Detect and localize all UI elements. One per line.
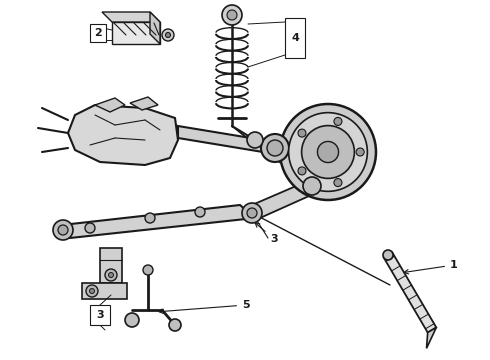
Circle shape — [145, 213, 155, 223]
Circle shape — [334, 179, 342, 186]
Circle shape — [261, 134, 289, 162]
Circle shape — [303, 177, 321, 195]
Circle shape — [302, 126, 354, 179]
Circle shape — [195, 207, 205, 217]
Circle shape — [334, 117, 342, 125]
Polygon shape — [384, 252, 436, 333]
Text: 2: 2 — [94, 28, 102, 38]
Polygon shape — [178, 126, 275, 154]
FancyBboxPatch shape — [90, 24, 106, 42]
Circle shape — [227, 10, 237, 20]
Polygon shape — [100, 248, 122, 283]
Polygon shape — [82, 283, 127, 299]
Polygon shape — [95, 98, 125, 112]
Circle shape — [108, 273, 114, 278]
Circle shape — [58, 225, 68, 235]
Text: 1: 1 — [404, 260, 458, 274]
Circle shape — [356, 148, 364, 156]
Circle shape — [247, 208, 257, 218]
Polygon shape — [102, 12, 160, 22]
Circle shape — [267, 140, 283, 156]
Circle shape — [86, 285, 98, 297]
Circle shape — [289, 113, 368, 192]
Circle shape — [383, 250, 393, 260]
Text: 3: 3 — [255, 222, 278, 244]
Polygon shape — [252, 180, 318, 218]
Circle shape — [166, 32, 171, 37]
Polygon shape — [112, 22, 160, 44]
Polygon shape — [426, 328, 436, 348]
Circle shape — [162, 29, 174, 41]
Circle shape — [247, 132, 263, 148]
Circle shape — [53, 220, 73, 240]
FancyBboxPatch shape — [285, 18, 305, 58]
Polygon shape — [68, 105, 178, 165]
Polygon shape — [62, 205, 255, 238]
Circle shape — [90, 288, 95, 293]
Circle shape — [298, 129, 306, 137]
Text: 4: 4 — [291, 33, 299, 43]
Text: 3: 3 — [96, 310, 104, 320]
Circle shape — [242, 203, 262, 223]
Polygon shape — [150, 12, 160, 44]
Circle shape — [222, 5, 242, 25]
Circle shape — [105, 269, 117, 281]
Circle shape — [318, 141, 339, 163]
Polygon shape — [130, 97, 158, 110]
Circle shape — [280, 104, 376, 200]
Circle shape — [298, 167, 306, 175]
Circle shape — [169, 319, 181, 331]
Circle shape — [125, 313, 139, 327]
FancyBboxPatch shape — [90, 305, 110, 325]
Text: 5: 5 — [159, 300, 249, 314]
Circle shape — [85, 223, 95, 233]
Circle shape — [143, 265, 153, 275]
